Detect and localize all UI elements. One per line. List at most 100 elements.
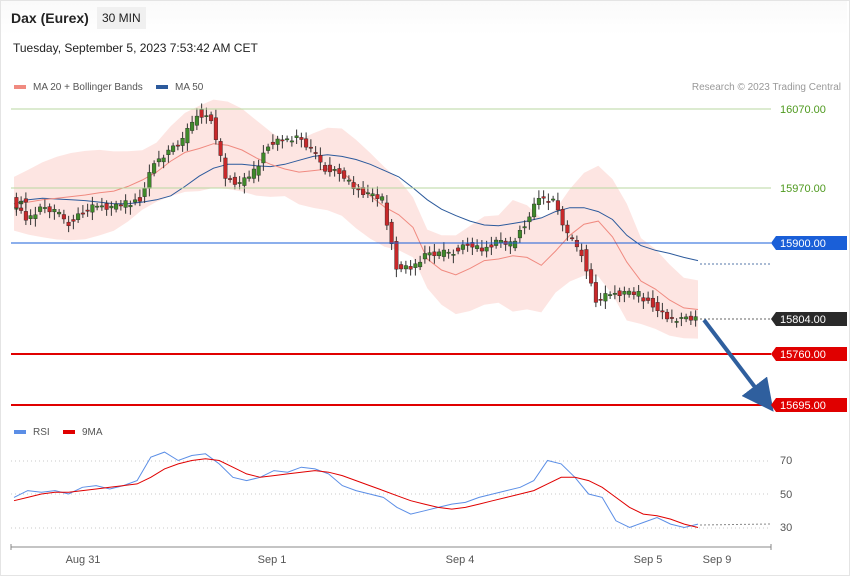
candle-body <box>266 146 271 151</box>
ma20-legend-label: MA 20 + Bollinger Bands <box>33 82 143 93</box>
candle-body <box>308 146 313 149</box>
candle-body <box>508 241 513 247</box>
candle-body <box>33 214 38 219</box>
last-price-tag-label: 15804.00 <box>780 314 826 326</box>
chart-title: Dax (Eurex) <box>11 10 89 26</box>
candle-body <box>574 240 579 248</box>
candle-body <box>337 168 342 174</box>
candle-body <box>384 202 389 226</box>
candle-body <box>332 169 337 171</box>
candle-body <box>123 200 128 208</box>
support-2-tag <box>771 398 847 412</box>
candle-body <box>456 247 461 252</box>
candle-body <box>441 249 446 257</box>
resistance-2-label: 16070.00 <box>780 104 826 116</box>
candle-body <box>223 157 228 179</box>
candle-body <box>437 251 442 257</box>
candle-body <box>655 302 660 312</box>
pivot-tag-label: 15900.00 <box>780 238 826 250</box>
candle-body <box>251 168 256 179</box>
timeframe-badge[interactable]: 30 MIN <box>97 7 146 29</box>
candle-body <box>19 207 24 211</box>
candle-body <box>674 321 679 323</box>
candle-body <box>185 128 190 144</box>
copyright-text: Research © 2023 Trading Central <box>692 82 841 93</box>
candle-body <box>375 194 380 199</box>
pivot-tag <box>771 236 847 250</box>
candle-body <box>475 245 480 249</box>
candle-body <box>451 254 456 256</box>
candle-body <box>38 206 43 212</box>
candle-body <box>109 205 114 209</box>
candle-body <box>232 176 237 185</box>
candle-body <box>261 152 266 164</box>
candle-body <box>346 179 351 182</box>
candle-body <box>593 282 598 303</box>
x-tick-sep9: Sep 9 <box>703 554 732 566</box>
candle-body <box>627 290 632 295</box>
candle-body <box>646 297 651 301</box>
candle-body <box>688 315 693 321</box>
candle-body <box>413 263 418 268</box>
rsi-tick-70: 70 <box>780 455 792 467</box>
candle-body <box>194 115 199 126</box>
candle-body <box>418 261 423 268</box>
candle-body <box>598 299 603 301</box>
candle-body <box>114 203 119 210</box>
candle-body <box>104 203 109 210</box>
candle-body <box>489 244 494 248</box>
candle-body <box>660 310 665 313</box>
rsi-legend-swatch <box>14 430 26 434</box>
candle-body <box>536 197 541 205</box>
candle-body <box>175 144 180 147</box>
candle-body <box>432 251 437 257</box>
candle-body <box>199 109 204 118</box>
candle-body <box>589 269 594 284</box>
candle-body <box>85 209 90 212</box>
candle-body <box>218 141 223 156</box>
candle-body <box>256 165 261 176</box>
candle-body <box>237 182 242 184</box>
candle-body <box>76 213 81 220</box>
candle-body <box>636 291 641 297</box>
candle-body <box>403 265 408 270</box>
rsi-projection-line <box>699 523 772 526</box>
x-tick-sep4: Sep 4 <box>446 554 475 566</box>
candle-body <box>608 294 613 297</box>
rsi-tick-50: 50 <box>780 489 792 501</box>
candle-body <box>242 177 247 186</box>
ma9-legend-label: 9MA <box>82 427 103 438</box>
candle-body <box>465 243 470 246</box>
candle-body <box>66 221 71 227</box>
candle-body <box>327 164 332 173</box>
x-tick-aug31: Aug 31 <box>66 554 101 566</box>
candle-body <box>28 215 33 219</box>
candle-body <box>408 266 413 270</box>
rsi-panel <box>13 451 699 529</box>
candle-body <box>213 117 218 140</box>
candle-body <box>484 246 489 252</box>
candle-body <box>204 115 209 117</box>
bollinger-band <box>14 99 698 339</box>
candle-body <box>228 178 233 180</box>
resistance-1-label: 15970.00 <box>780 183 826 195</box>
candle-body <box>546 201 551 203</box>
candle-body <box>612 292 617 295</box>
candle-body <box>137 197 142 202</box>
candle-body <box>541 196 546 199</box>
forecast-arrow <box>702 318 774 412</box>
candle-body <box>90 204 95 213</box>
rsi-line <box>13 451 699 529</box>
candle-body <box>247 176 252 179</box>
candle-body <box>180 138 185 146</box>
price-panel <box>13 99 699 339</box>
candle-body <box>14 197 19 209</box>
candle-body <box>631 291 636 295</box>
candle-body <box>584 249 589 272</box>
candle-body <box>294 135 299 138</box>
ma9-legend-swatch <box>63 430 75 434</box>
candle-body <box>299 137 304 140</box>
candle-body <box>361 187 366 195</box>
rsi-tick-30: 30 <box>780 522 792 534</box>
